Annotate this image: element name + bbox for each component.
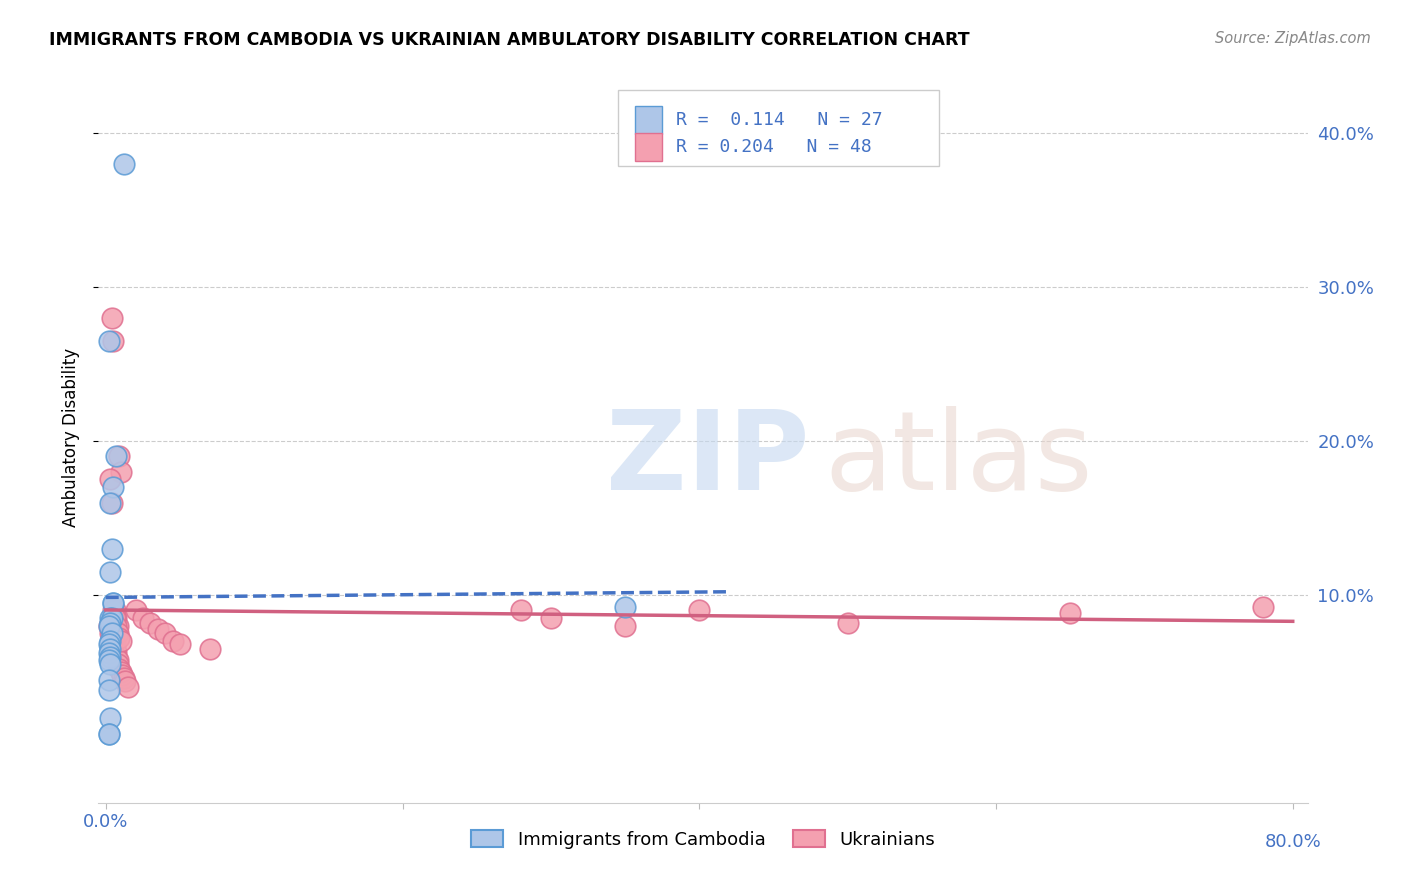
Point — [97, 726, 120, 740]
Point — [98, 634, 121, 648]
Point — [97, 618, 120, 632]
Text: atlas: atlas — [824, 406, 1092, 513]
FancyBboxPatch shape — [619, 90, 939, 167]
Point — [97, 683, 120, 698]
Point — [112, 671, 135, 685]
Point — [108, 662, 131, 676]
Point — [103, 603, 125, 617]
Point — [124, 603, 146, 617]
Point — [100, 495, 122, 509]
FancyBboxPatch shape — [636, 133, 662, 161]
Point — [107, 618, 129, 632]
Point — [103, 634, 125, 648]
Point — [103, 631, 125, 645]
Point — [107, 652, 129, 666]
Point — [114, 674, 136, 689]
Point — [107, 657, 129, 672]
Point — [103, 480, 125, 494]
Point — [98, 626, 121, 640]
Point — [153, 626, 176, 640]
Point — [110, 465, 132, 479]
Point — [100, 626, 122, 640]
Point — [105, 450, 128, 464]
Point — [104, 641, 127, 656]
Point — [103, 334, 125, 348]
Point — [510, 603, 533, 617]
Point — [132, 611, 155, 625]
Point — [169, 637, 191, 651]
Text: ZIP: ZIP — [606, 406, 810, 513]
Point — [103, 596, 125, 610]
Point — [105, 649, 128, 664]
Point — [98, 565, 121, 579]
Point — [97, 618, 120, 632]
Point — [1251, 600, 1274, 615]
Point — [104, 611, 127, 625]
Point — [98, 618, 121, 632]
Text: 80.0%: 80.0% — [1264, 833, 1322, 851]
Point — [837, 615, 859, 630]
Point — [1059, 607, 1081, 621]
Point — [97, 673, 120, 687]
Point — [100, 310, 122, 325]
Point — [98, 641, 121, 656]
Point — [98, 711, 121, 725]
Point — [107, 626, 129, 640]
Point — [110, 665, 132, 679]
Point — [98, 649, 121, 664]
Point — [97, 726, 120, 740]
Point — [100, 630, 122, 644]
Point — [146, 622, 169, 636]
Point — [97, 637, 120, 651]
Point — [614, 600, 637, 615]
Text: R =  0.114   N = 27: R = 0.114 N = 27 — [676, 112, 883, 129]
Point — [139, 615, 162, 630]
Text: R = 0.204   N = 48: R = 0.204 N = 48 — [676, 137, 872, 156]
Point — [104, 637, 127, 651]
Point — [98, 657, 121, 672]
Point — [98, 611, 121, 625]
Point — [108, 631, 131, 645]
Point — [97, 334, 120, 348]
Point — [97, 647, 120, 661]
Point — [108, 450, 131, 464]
Point — [688, 603, 710, 617]
Point — [111, 668, 134, 682]
FancyBboxPatch shape — [636, 106, 662, 135]
Point — [105, 611, 128, 625]
Point — [540, 611, 562, 625]
Text: IMMIGRANTS FROM CAMBODIA VS UKRAINIAN AMBULATORY DISABILITY CORRELATION CHART: IMMIGRANTS FROM CAMBODIA VS UKRAINIAN AM… — [49, 31, 970, 49]
Point — [105, 618, 128, 632]
Point — [110, 634, 132, 648]
Text: Source: ZipAtlas.com: Source: ZipAtlas.com — [1215, 31, 1371, 46]
Point — [100, 541, 122, 556]
Point — [112, 157, 135, 171]
Point — [198, 641, 221, 656]
Point — [97, 652, 120, 666]
Point — [103, 596, 125, 610]
Point — [162, 634, 184, 648]
Point — [105, 645, 128, 659]
Point — [98, 615, 121, 630]
Point — [117, 681, 139, 695]
Point — [104, 603, 127, 617]
Y-axis label: Ambulatory Disability: Ambulatory Disability — [62, 348, 80, 526]
Point — [614, 618, 637, 632]
Point — [100, 611, 122, 625]
Point — [98, 495, 121, 509]
Point — [98, 472, 121, 486]
Legend: Immigrants from Cambodia, Ukrainians: Immigrants from Cambodia, Ukrainians — [464, 822, 942, 856]
